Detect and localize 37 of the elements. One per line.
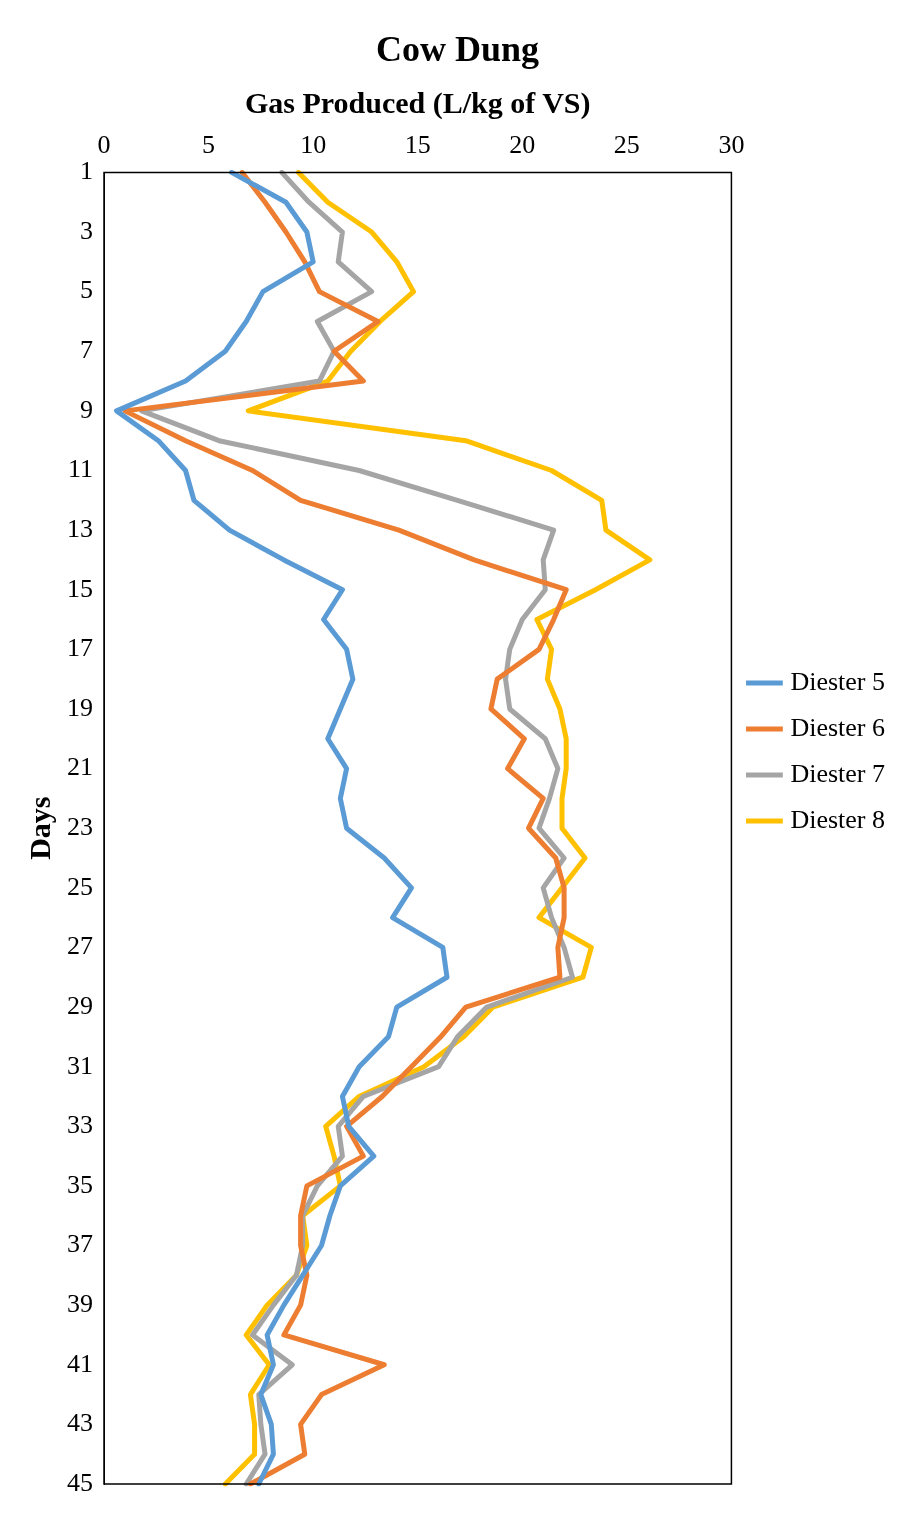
x-tick-label: 5 — [202, 129, 216, 159]
y-tick-label: 17 — [67, 633, 93, 663]
y-tick-label: 29 — [67, 990, 93, 1020]
x-tick-label: 20 — [509, 129, 536, 159]
y-tick-label: 41 — [67, 1348, 93, 1378]
y-tick-label: 1 — [80, 156, 93, 186]
y-tick-label: 35 — [67, 1169, 93, 1199]
legend-label: Diester 6 — [790, 712, 886, 742]
x-tick-label: 30 — [718, 129, 745, 159]
y-tick-label: 11 — [67, 454, 93, 484]
y-tick-label: 27 — [67, 931, 93, 961]
y-tick-label: 39 — [67, 1288, 93, 1318]
x-tick-label: 15 — [404, 129, 431, 159]
legend-label: Diester 5 — [790, 666, 886, 696]
x-tick-label: 10 — [300, 129, 327, 159]
y-tick-label: 23 — [67, 812, 93, 842]
y-tick-label: 21 — [67, 752, 93, 782]
y-tick-label: 33 — [67, 1110, 93, 1140]
legend-label: Diester 8 — [790, 804, 886, 834]
y-tick-label: 9 — [80, 394, 93, 424]
y-tick-label: 31 — [67, 1050, 93, 1080]
y-tick-label: 37 — [67, 1229, 93, 1259]
y-axis-title: Days — [22, 796, 56, 860]
chart-title: Cow Dung — [375, 28, 540, 69]
y-tick-label: 19 — [67, 692, 93, 722]
y-tick-label: 13 — [67, 513, 93, 543]
x-axis-title: Gas Produced (L/kg of VS) — [244, 85, 591, 120]
y-tick-label: 43 — [67, 1408, 93, 1438]
y-tick-label: 3 — [80, 215, 93, 245]
y-tick-label: 45 — [67, 1467, 93, 1497]
x-tick-label: 25 — [613, 129, 640, 159]
y-tick-label: 5 — [80, 275, 93, 305]
legend-label: Diester 7 — [790, 758, 886, 788]
y-tick-label: 15 — [67, 573, 93, 603]
y-tick-label: 7 — [80, 335, 93, 365]
x-tick-label: 0 — [97, 129, 111, 159]
y-tick-label: 25 — [67, 871, 93, 901]
